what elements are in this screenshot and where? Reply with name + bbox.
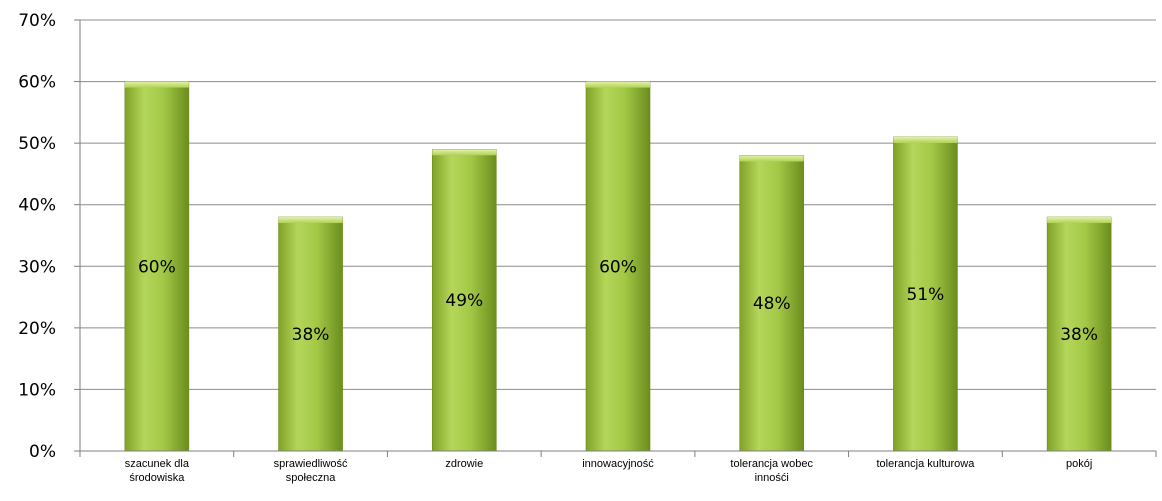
data-label: 60%: [599, 257, 637, 277]
data-label: 48%: [753, 294, 791, 314]
bar: [431, 149, 497, 452]
category-label: tolerancja kulturowa: [877, 458, 976, 470]
y-tick-label: 70%: [18, 11, 56, 31]
y-tick-label: 50%: [18, 134, 56, 154]
category-labels: szacunek dla środowiska sprawiedliwość społ…: [125, 458, 1093, 484]
category-label: środowiska: [129, 472, 185, 484]
data-label: 38%: [1060, 325, 1098, 345]
y-tick-label: 30%: [18, 257, 56, 277]
y-tick-label: 40%: [18, 196, 56, 216]
category-label: innowacyjność: [582, 458, 654, 470]
bar-cap: [739, 155, 804, 162]
bar: [585, 81, 651, 452]
data-label: 60%: [138, 257, 176, 277]
data-label: 38%: [292, 325, 330, 345]
y-tick-label: 10%: [18, 380, 56, 400]
y-tick-label: 60%: [18, 73, 56, 93]
axes: [79, 20, 1157, 457]
bar-cap: [586, 81, 650, 88]
category-label: tolerancja wobec: [730, 458, 813, 470]
bar-cap: [1047, 217, 1112, 224]
bar: [124, 81, 190, 452]
category-label: sprawiedliwość: [274, 458, 348, 470]
data-labels: 60% 38% 49% 60% 48% 51% 38%: [138, 257, 1098, 345]
category-label: pokój: [1066, 458, 1092, 470]
bar-cap: [432, 149, 497, 156]
y-tick-label: 0%: [29, 442, 56, 462]
data-label: 51%: [907, 285, 945, 305]
bar-cap: [278, 217, 343, 224]
bars: [124, 81, 1112, 452]
y-tick-labels: 0% 10% 20% 30% 40% 50% 60% 70%: [18, 11, 56, 462]
bar-cap: [893, 136, 958, 143]
y-tick-label: 20%: [18, 319, 56, 339]
bar-cap: [124, 81, 189, 88]
category-label: zdrowie: [445, 458, 483, 470]
category-label: szacunek dla: [125, 458, 190, 470]
category-label: społeczna: [286, 472, 336, 484]
category-label: innośći: [755, 472, 789, 484]
data-label: 49%: [445, 291, 483, 311]
bar: [1046, 216, 1112, 452]
bar: [893, 136, 958, 452]
